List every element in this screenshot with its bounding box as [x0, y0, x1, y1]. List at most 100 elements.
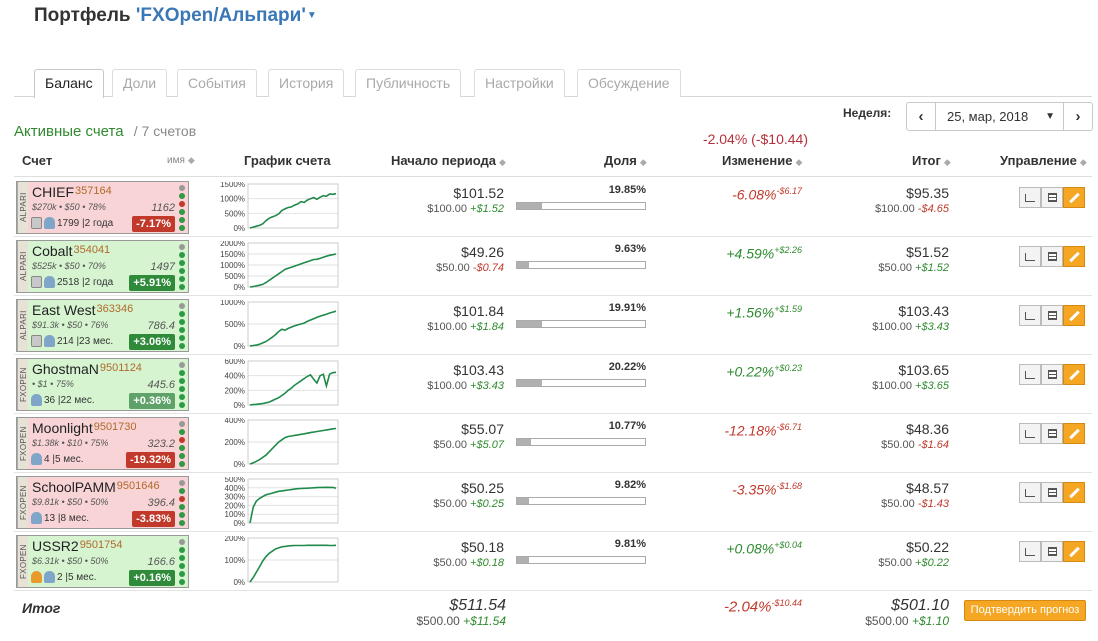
- account-name[interactable]: GhostmaN9501124: [32, 361, 142, 377]
- chevron-down-icon[interactable]: ▼: [306, 10, 317, 21]
- broker-label: ALPARI: [17, 300, 28, 351]
- tab-history[interactable]: История: [268, 69, 345, 97]
- account-chart[interactable]: 1000% 500% 0%: [212, 300, 352, 352]
- doc-icon: [31, 276, 42, 288]
- share-percent: 9.81%: [614, 538, 646, 550]
- account-name[interactable]: CHIEF357164: [32, 184, 112, 200]
- edit-button[interactable]: [1063, 482, 1085, 503]
- chart-tick-label: 200%: [225, 536, 245, 543]
- details-button[interactable]: [1041, 541, 1063, 562]
- col-change[interactable]: Изменение ◆: [722, 153, 803, 168]
- account-card[interactable]: ALPARI East West363346 $91.3k • $50 • 76…: [16, 299, 189, 352]
- account-chart[interactable]: 1500% 1000% 500% 0%: [212, 182, 352, 234]
- start-detail: $100.00 +$3.43: [427, 380, 504, 392]
- row-controls: [1019, 305, 1085, 326]
- account-badge: -19.32%: [126, 452, 175, 468]
- details-button[interactable]: [1041, 482, 1063, 503]
- account-name[interactable]: East West363346: [32, 302, 134, 318]
- status-dot-icon: [179, 362, 185, 368]
- result-value: $103.65: [898, 362, 949, 378]
- sort-by-name[interactable]: имя ◆: [167, 155, 195, 166]
- pencil-icon: [1068, 546, 1080, 557]
- result-cell: $48.36 $50.00 -$1.64: [881, 421, 949, 452]
- account-name[interactable]: Moonlight9501730: [32, 420, 137, 436]
- warn-icon: [31, 571, 42, 583]
- edit-button[interactable]: [1063, 246, 1085, 267]
- status-dot-icon: [179, 201, 185, 207]
- status-dot-icon: [179, 547, 185, 553]
- edit-button[interactable]: [1063, 541, 1085, 562]
- col-start[interactable]: Начало периода ◆: [391, 153, 506, 168]
- account-card[interactable]: ALPARI Cobalt354041 $525k • $50 • 70% 14…: [16, 240, 189, 293]
- account-params: $6.31k • $50 • 50%: [32, 556, 109, 566]
- edit-button[interactable]: [1063, 187, 1085, 208]
- tab-publicity[interactable]: Публичность: [355, 69, 462, 97]
- chart-button[interactable]: [1019, 541, 1041, 562]
- chart-button[interactable]: [1019, 246, 1041, 267]
- table-row: FXOPEN SchoolPAMM9501646 $9.81k • $50 • …: [14, 473, 1092, 532]
- tab-events[interactable]: События: [177, 69, 257, 97]
- chart-frame: [247, 537, 339, 583]
- account-chart[interactable]: 600% 400% 200% 0%: [212, 359, 352, 411]
- chart-tick-label: 0%: [233, 578, 245, 587]
- portfolio-name[interactable]: 'FXOpen/Альпари': [135, 5, 306, 26]
- details-button[interactable]: [1041, 423, 1063, 444]
- account-card[interactable]: FXOPEN GhostmaN9501124 • $1 • 75% 445.6 …: [16, 358, 189, 411]
- details-button[interactable]: [1041, 305, 1063, 326]
- account-chart[interactable]: 200% 100% 0%: [212, 536, 352, 588]
- user-icon: [44, 335, 55, 347]
- tab-settings[interactable]: Настройки: [474, 69, 565, 97]
- chart-button[interactable]: [1019, 305, 1041, 326]
- account-name[interactable]: SchoolPAMM9501646: [32, 479, 160, 495]
- account-name[interactable]: Cobalt354041: [32, 243, 111, 259]
- col-result[interactable]: Итог ◆: [912, 153, 951, 168]
- chart-tick-label: 100%: [225, 556, 245, 565]
- account-name[interactable]: USSR29501754: [32, 538, 123, 554]
- account-card[interactable]: FXOPEN SchoolPAMM9501646 $9.81k • $50 • …: [16, 476, 189, 529]
- chart-tick-label: 0%: [233, 342, 245, 351]
- chart-tick-label: 300%: [225, 493, 245, 502]
- edit-button[interactable]: [1063, 423, 1085, 444]
- edit-button[interactable]: [1063, 364, 1085, 385]
- confirm-forecast-button[interactable]: Подтвердить прогноз: [964, 600, 1086, 621]
- chart-button[interactable]: [1019, 187, 1041, 208]
- share-bar-fill: [517, 203, 543, 209]
- col-share[interactable]: Доля ◆: [604, 153, 647, 168]
- result-value: $51.52: [906, 244, 949, 260]
- chart-tick-label: 400%: [225, 372, 245, 381]
- account-card[interactable]: FXOPEN USSR29501754 $6.31k • $50 • 50% 1…: [16, 535, 189, 588]
- details-button[interactable]: [1041, 246, 1063, 267]
- row-controls: [1019, 187, 1085, 208]
- details-button[interactable]: [1041, 187, 1063, 208]
- account-chart[interactable]: 400% 200% 0%: [212, 418, 352, 470]
- chart-button[interactable]: [1019, 423, 1041, 444]
- account-card[interactable]: FXOPEN Moonlight9501730 $1.38k • $10 • 7…: [16, 417, 189, 470]
- tab-balance[interactable]: Баланс: [34, 69, 104, 98]
- total-start: $511.54 $500.00 +$11.54: [416, 597, 506, 628]
- chart-button[interactable]: [1019, 364, 1041, 385]
- account-number: 363346: [96, 303, 134, 315]
- prev-week-button[interactable]: ‹: [907, 103, 936, 130]
- account-params: $91.3k • $50 • 76%: [32, 320, 109, 330]
- account-chart[interactable]: 500%400%300%200%100%0%: [212, 477, 352, 529]
- user-icon: [31, 394, 42, 406]
- result-detail: $50.00 +$1.52: [878, 262, 949, 274]
- share-cell: 10.77%: [516, 420, 646, 446]
- details-button[interactable]: [1041, 364, 1063, 385]
- status-dot-icon: [179, 480, 185, 486]
- tab-discussion[interactable]: Обсуждение: [577, 69, 681, 97]
- chart-series-line: [249, 486, 337, 524]
- chart-button[interactable]: [1019, 482, 1041, 503]
- share-bar-fill: [517, 557, 530, 563]
- tab-shares[interactable]: Доли: [112, 69, 168, 97]
- row-controls: [1019, 541, 1085, 562]
- edit-button[interactable]: [1063, 305, 1085, 326]
- next-week-button[interactable]: ›: [1063, 103, 1092, 130]
- week-dropdown[interactable]: 25, мар, 2018 ▼: [936, 103, 1063, 130]
- account-card[interactable]: ALPARI CHIEF357164 $270k • $50 • 78% 116…: [16, 181, 189, 234]
- account-params: • $1 • 75%: [32, 379, 74, 389]
- chart-frame: [247, 301, 339, 347]
- share-bar: [516, 261, 646, 269]
- account-chart[interactable]: 2000% 1500% 1000% 500% 0%: [212, 241, 352, 293]
- result-detail: $100.00 +$3.43: [872, 321, 949, 333]
